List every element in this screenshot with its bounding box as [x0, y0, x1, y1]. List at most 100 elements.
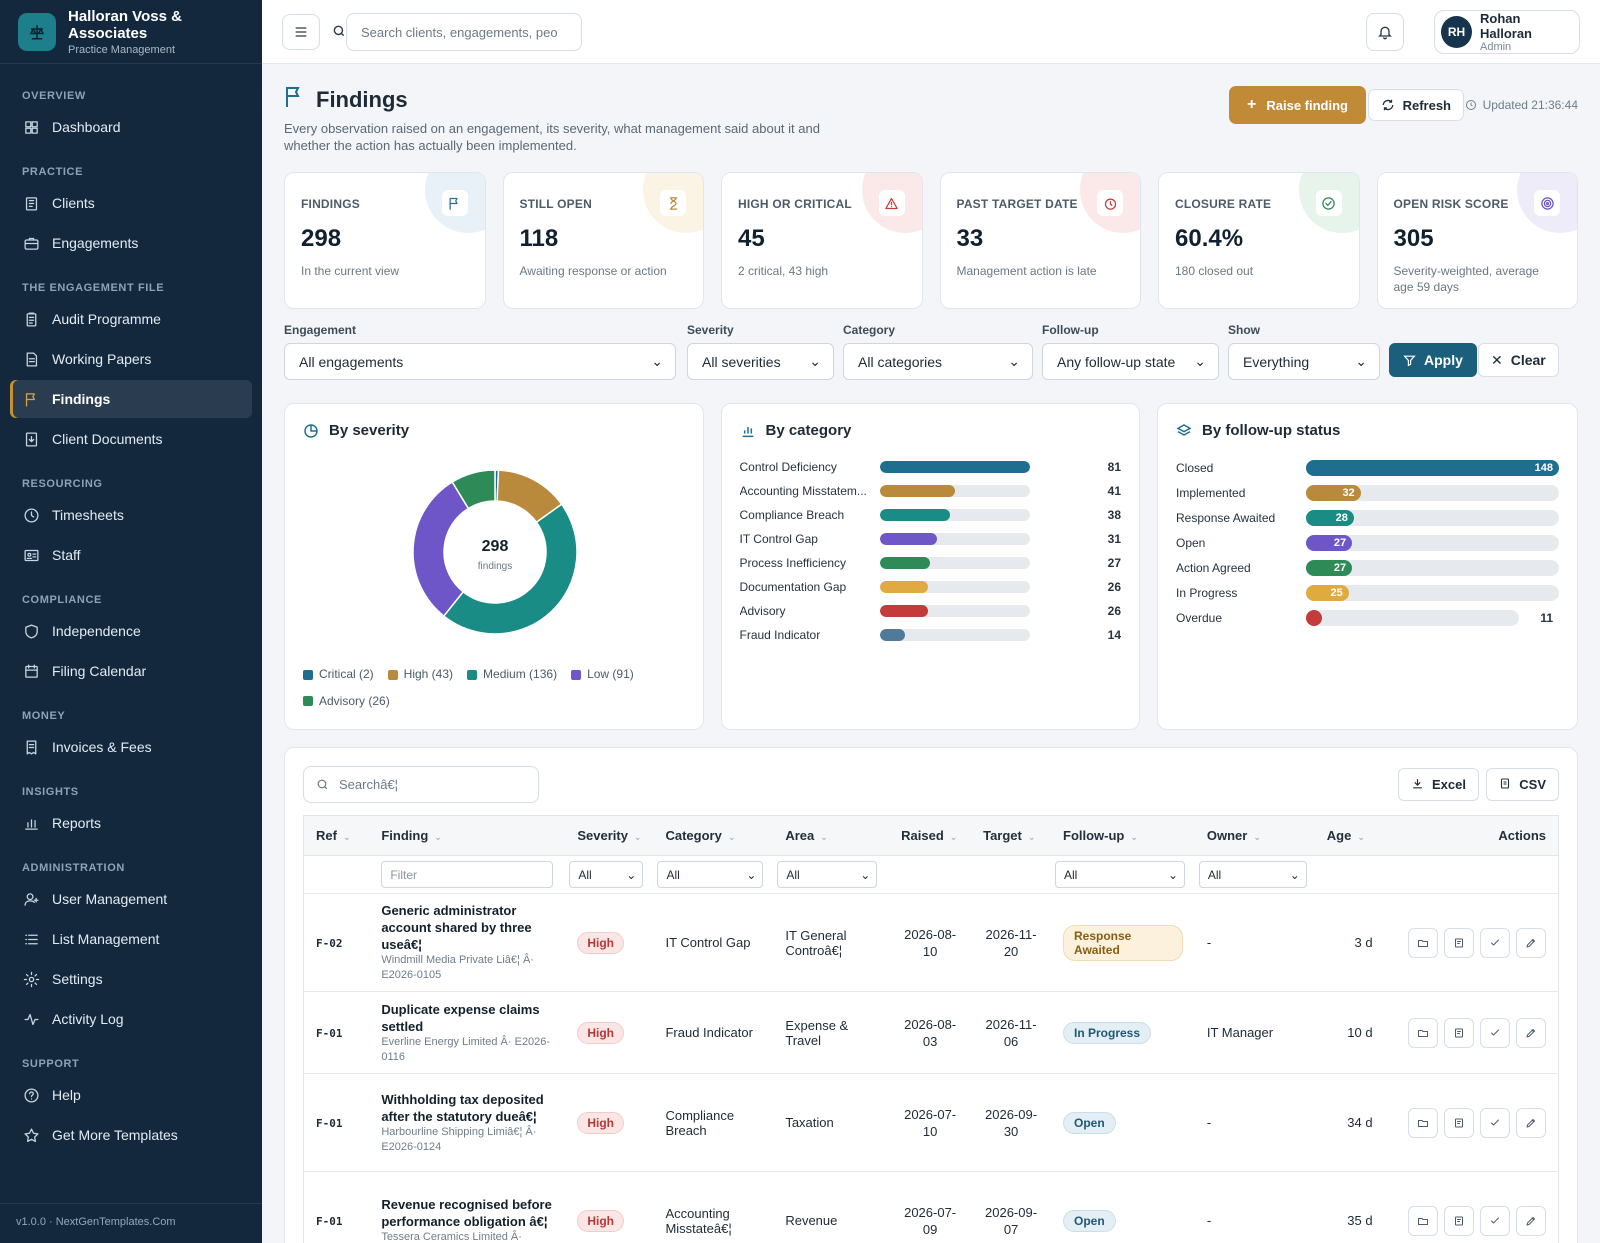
- open-folder-button[interactable]: [1408, 1107, 1438, 1138]
- severity-select[interactable]: All severities ⌄: [687, 343, 834, 380]
- category-bar-row[interactable]: Documentation Gap 26: [740, 575, 1122, 599]
- sidebar-item-independence[interactable]: Independence: [10, 612, 252, 650]
- open-folder-button[interactable]: [1408, 927, 1438, 958]
- followup-select[interactable]: Any follow-up state ⌄: [1042, 343, 1219, 380]
- followup-column-select[interactable]: All ⌄: [1055, 861, 1185, 888]
- column-header-area[interactable]: Area ⌄: [773, 815, 890, 856]
- donut-slice-low[interactable]: [412, 480, 470, 618]
- finding-title[interactable]: Withholding tax deposited after the stat…: [381, 1091, 544, 1124]
- owner-column-select[interactable]: All ⌄: [1198, 861, 1307, 888]
- followup-bar-row[interactable]: Closed 148: [1176, 455, 1559, 480]
- apply-filters-button[interactable]: Apply: [1389, 343, 1477, 377]
- legend-item-critical[interactable]: Critical (2): [303, 662, 374, 687]
- menu-toggle-button[interactable]: [282, 14, 320, 50]
- sidebar-item-findings[interactable]: Findings: [10, 380, 252, 418]
- mark-implemented-button[interactable]: [1480, 1107, 1510, 1138]
- user-menu[interactable]: RH Rohan Halloran Admin: [1434, 10, 1580, 54]
- edit-button[interactable]: [1516, 927, 1546, 958]
- donut-slice-medium[interactable]: [442, 503, 578, 635]
- export-csv-button[interactable]: CSV: [1486, 768, 1559, 801]
- table-row[interactable]: F-02 Generic administrator account shared…: [303, 893, 1559, 992]
- column-header-severity[interactable]: Severity ⌄: [565, 815, 654, 856]
- edit-button[interactable]: [1516, 1107, 1546, 1138]
- finding-title[interactable]: Generic administrator account shared by …: [381, 903, 532, 952]
- sidebar-item-invoices-and-fees[interactable]: Invoices & Fees: [10, 728, 252, 766]
- finding-title[interactable]: Revenue recognised before performance ob…: [381, 1197, 552, 1229]
- mark-implemented-button[interactable]: [1480, 1205, 1510, 1236]
- column-header-ref[interactable]: Ref ⌄: [303, 815, 370, 856]
- category-bar-row[interactable]: IT Control Gap 31: [740, 527, 1122, 551]
- export-excel-button[interactable]: Excel: [1398, 768, 1479, 801]
- open-folder-button[interactable]: [1408, 1017, 1438, 1048]
- category-bar-row[interactable]: Compliance Breach 38: [740, 503, 1122, 527]
- category-bar-row[interactable]: Accounting Misstatem... 41: [740, 479, 1122, 503]
- sidebar-item-client-documents[interactable]: Client Documents: [10, 420, 252, 458]
- category-bar-row[interactable]: Process Inefficiency 27: [740, 551, 1122, 575]
- global-search-input[interactable]: Search clients, engagements, peo: [346, 13, 582, 51]
- column-header-owner[interactable]: Owner ⌄: [1194, 815, 1315, 856]
- show-select[interactable]: Everything ⌄: [1228, 343, 1380, 380]
- legend-item-medium[interactable]: Medium (136): [467, 662, 557, 687]
- sidebar-item-timesheets[interactable]: Timesheets: [10, 496, 252, 534]
- area-column-select[interactable]: All ⌄: [777, 861, 878, 888]
- mark-implemented-button[interactable]: [1480, 927, 1510, 958]
- notifications-button[interactable]: [1366, 13, 1404, 51]
- table-row[interactable]: F-01 Revenue recognised before performanc…: [303, 1171, 1559, 1243]
- legend-item-high[interactable]: High (43): [387, 662, 453, 687]
- notes-button[interactable]: [1444, 1107, 1474, 1138]
- clock-icon: [1465, 100, 1476, 110]
- column-header-actions[interactable]: Actions: [1384, 815, 1559, 856]
- followup-bar-row[interactable]: Action Agreed 27: [1176, 555, 1559, 580]
- mark-implemented-button[interactable]: [1480, 1017, 1510, 1048]
- notes-button[interactable]: [1444, 1205, 1474, 1236]
- sidebar-item-help[interactable]: Help: [10, 1076, 252, 1114]
- severity-column-select[interactable]: All ⌄: [569, 861, 644, 888]
- edit-button[interactable]: [1516, 1017, 1546, 1048]
- followup-bar-row[interactable]: Overdue 11: [1176, 605, 1559, 630]
- sidebar-item-user-management[interactable]: User Management: [10, 880, 252, 918]
- table-search-input[interactable]: Searchâ€¦: [303, 766, 539, 803]
- sidebar-item-staff[interactable]: Staff: [10, 536, 252, 574]
- category-bar-row[interactable]: Advisory 26: [740, 599, 1122, 623]
- legend-item-advisory[interactable]: Advisory (26): [303, 689, 390, 714]
- sidebar-item-get-more-templates[interactable]: Get More Templates: [10, 1116, 252, 1154]
- sidebar-item-clients[interactable]: Clients: [10, 184, 252, 222]
- finding-filter-input[interactable]: Filter: [381, 861, 554, 888]
- table-row[interactable]: F-01 Withholding tax deposited after the …: [303, 1073, 1559, 1172]
- notes-button[interactable]: [1444, 1017, 1474, 1048]
- sidebar-item-list-management[interactable]: List Management: [10, 920, 252, 958]
- sidebar-item-audit-programme[interactable]: Audit Programme: [10, 300, 252, 338]
- raise-finding-button[interactable]: + Raise finding: [1229, 86, 1366, 124]
- donut-slice-advisory[interactable]: [451, 469, 496, 510]
- category-select[interactable]: All categories ⌄: [843, 343, 1033, 380]
- clear-filters-button[interactable]: ✕ Clear: [1478, 343, 1559, 377]
- followup-bar-row[interactable]: Response Awaited 28: [1176, 505, 1559, 530]
- category-bar-row[interactable]: Control Deficiency 81: [740, 455, 1122, 479]
- sidebar-item-engagements[interactable]: Engagements: [10, 224, 252, 262]
- column-header-target[interactable]: Target ⌄: [971, 815, 1051, 856]
- category-column-select[interactable]: All ⌄: [657, 861, 764, 888]
- sidebar-item-working-papers[interactable]: Working Papers: [10, 340, 252, 378]
- column-header-finding[interactable]: Finding ⌄: [369, 815, 566, 856]
- followup-bar-row[interactable]: In Progress 25: [1176, 580, 1559, 605]
- followup-bar-row[interactable]: Open 27: [1176, 530, 1559, 555]
- category-bar-row[interactable]: Fraud Indicator 14: [740, 623, 1122, 647]
- refresh-button[interactable]: Refresh: [1367, 89, 1464, 121]
- open-folder-button[interactable]: [1408, 1205, 1438, 1236]
- legend-item-low[interactable]: Low (91): [571, 662, 634, 687]
- sidebar-item-dashboard[interactable]: Dashboard: [10, 108, 252, 146]
- column-header-follow-up[interactable]: Follow-up ⌄: [1051, 815, 1195, 856]
- column-header-raised[interactable]: Raised ⌄: [889, 815, 972, 856]
- notes-button[interactable]: [1444, 927, 1474, 958]
- sidebar-item-reports[interactable]: Reports: [10, 804, 252, 842]
- sidebar-item-filing-calendar[interactable]: Filing Calendar: [10, 652, 252, 690]
- sidebar-item-activity-log[interactable]: Activity Log: [10, 1000, 252, 1038]
- sidebar-item-settings[interactable]: Settings: [10, 960, 252, 998]
- edit-button[interactable]: [1516, 1205, 1546, 1236]
- followup-bar-row[interactable]: Implemented 32: [1176, 480, 1559, 505]
- finding-title[interactable]: Duplicate expense claims settled: [381, 1001, 540, 1034]
- column-header-age[interactable]: Age ⌄: [1314, 815, 1385, 856]
- column-header-category[interactable]: Category ⌄: [653, 815, 774, 856]
- table-row[interactable]: F-01 Duplicate expense claims settled Ever…: [303, 991, 1559, 1074]
- engagement-select[interactable]: All engagements ⌄: [284, 343, 676, 380]
